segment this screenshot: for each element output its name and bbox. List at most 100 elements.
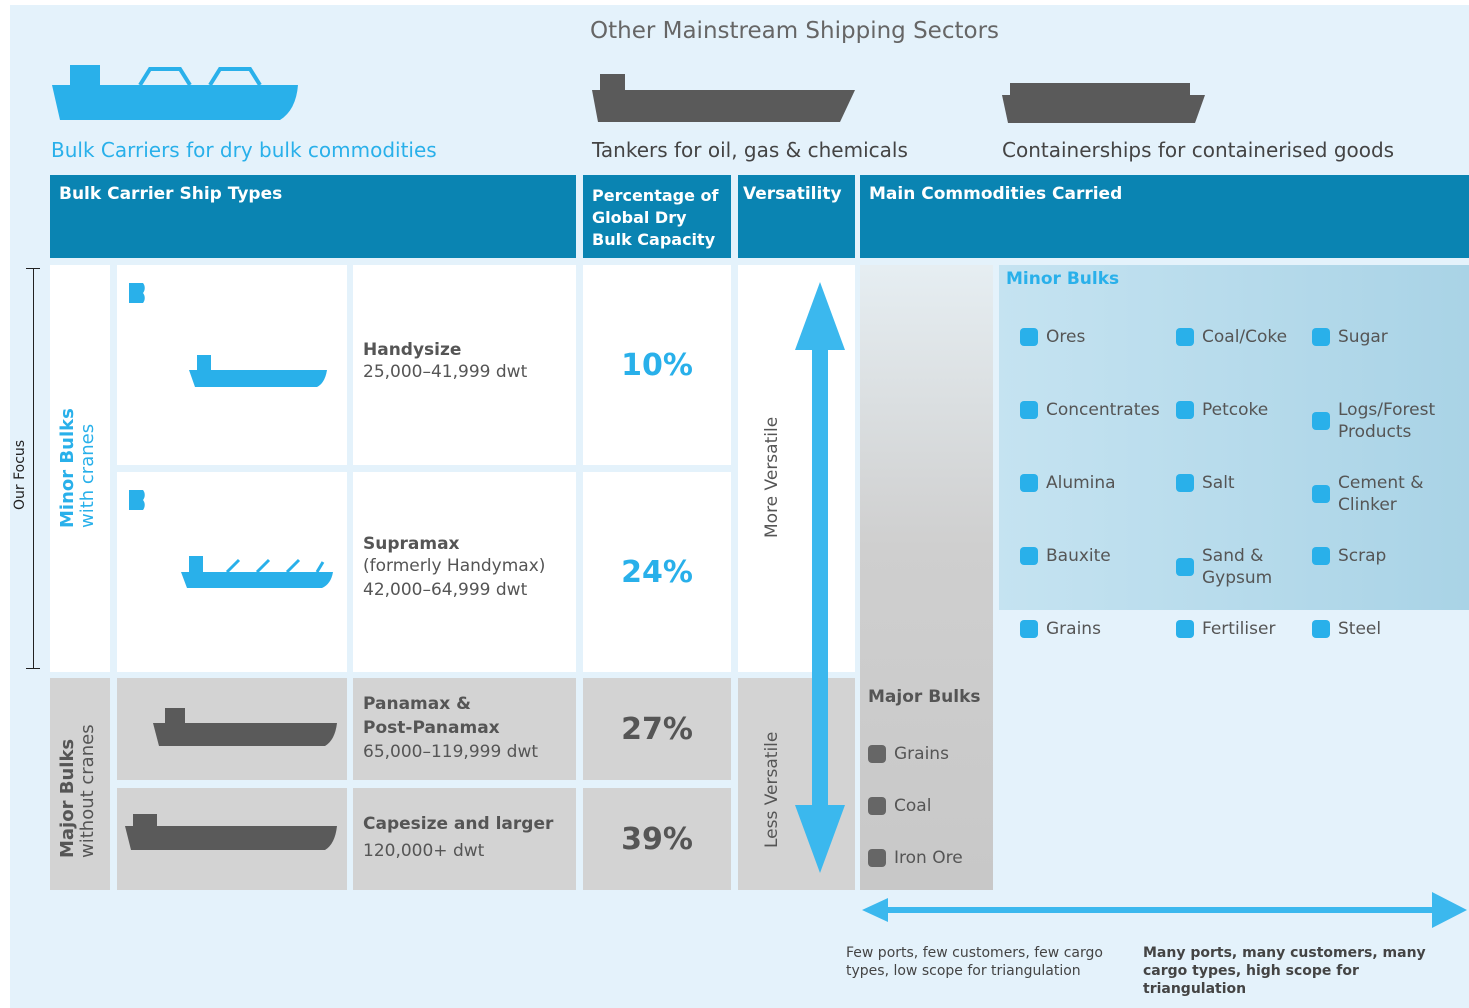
focus-bracket xyxy=(33,268,34,668)
ship-detail: 120,000+ dwt xyxy=(363,839,566,863)
scope-left: Few ports, few customers, few cargo type… xyxy=(846,944,1136,980)
panamax-icon xyxy=(117,678,347,780)
versatility-label: Less Versatile xyxy=(762,732,782,848)
ship-detail: (formerly Handymax) xyxy=(363,554,566,578)
scope-arrow xyxy=(860,890,1469,930)
commodity-label: Ores xyxy=(1046,326,1085,348)
commodity: Petcoke xyxy=(1176,399,1326,421)
commodity-icon xyxy=(868,797,886,815)
group-name: Major Bulks xyxy=(57,739,78,858)
commodity-label: Iron Ore xyxy=(894,847,963,869)
commodity-icon xyxy=(1312,620,1330,638)
focus-bracket xyxy=(26,668,40,669)
commodity-label: Cement & Clinker xyxy=(1338,472,1462,516)
commodity-label: Concentrates xyxy=(1046,399,1160,421)
commodity: Sugar xyxy=(1312,326,1462,348)
commodity: Fertiliser xyxy=(1176,618,1326,640)
commodity-label: Fertiliser xyxy=(1202,618,1275,640)
commodity-icon xyxy=(868,745,886,763)
commodity: Coal/Coke xyxy=(1176,326,1326,348)
group-sub: without cranes xyxy=(77,724,98,858)
commodity-icon xyxy=(1176,474,1194,492)
ship-cell xyxy=(117,788,347,890)
commodity-icon xyxy=(1176,328,1194,346)
infographic: Other Mainstream Shipping Sectors Bulk C… xyxy=(0,0,1469,1008)
capesize-icon xyxy=(117,788,347,890)
title: Other Mainstream Shipping Sectors xyxy=(590,18,999,44)
commodity: Sand & Gypsum xyxy=(1176,545,1326,589)
commodity: Coal xyxy=(868,795,988,817)
ship-detail: 65,000–119,999 dwt xyxy=(363,740,566,764)
minor-title: Minor Bulks xyxy=(1006,269,1119,289)
sector-label: Tankers for oil, gas & chemicals xyxy=(592,138,908,162)
supramax-icon xyxy=(117,472,347,672)
commodity-icon xyxy=(1312,547,1330,565)
commodity: Cement & Clinker xyxy=(1312,472,1462,516)
ship-type: Capesize and larger xyxy=(363,814,566,834)
share: 10% xyxy=(583,265,731,465)
commodity-icon xyxy=(1020,328,1038,346)
ship-cell xyxy=(117,678,347,780)
commodity-label: Grains xyxy=(894,743,949,765)
commodity-label: Petcoke xyxy=(1202,399,1268,421)
ship-type: Panamax & Post-Panamax xyxy=(363,692,523,740)
commodity-icon xyxy=(1020,401,1038,419)
commodity-icon xyxy=(1020,547,1038,565)
commodity-icon xyxy=(1176,401,1194,419)
focus-bracket xyxy=(26,268,40,269)
commodity-icon xyxy=(1176,620,1194,638)
commodity-label: Logs/Forest Products xyxy=(1338,399,1462,443)
commodity: Salt xyxy=(1176,472,1326,494)
commodity: Grains xyxy=(1020,618,1170,640)
ship-cell xyxy=(117,472,347,672)
share: 27% xyxy=(583,678,731,780)
group-name: Minor Bulks xyxy=(57,408,78,528)
versatility-label: More Versatile xyxy=(762,417,782,538)
tanker-icon xyxy=(590,70,860,130)
commodity-icon xyxy=(1312,485,1330,503)
ship-detail: 42,000–64,999 dwt xyxy=(363,578,566,602)
commodity: Logs/Forest Products xyxy=(1312,399,1462,443)
commodity-icon xyxy=(1312,412,1330,430)
commodity-label: Coal xyxy=(894,795,931,817)
handysize-icon xyxy=(117,265,347,465)
commodity-label: Grains xyxy=(1046,618,1101,640)
sector-label: Containerships for containerised goods xyxy=(1002,138,1394,162)
share: 24% xyxy=(583,472,731,672)
focus-label: Our Focus xyxy=(12,440,28,510)
sector-label: Bulk Carriers for dry bulk commodities xyxy=(51,138,437,162)
ship-detail: 25,000–41,999 dwt xyxy=(363,360,566,384)
commodity: Steel xyxy=(1312,618,1462,640)
commodity-icon xyxy=(1176,558,1194,576)
column-header: Bulk Carrier Ship Types xyxy=(50,175,576,258)
commodity: Iron Ore xyxy=(868,847,988,869)
major-title: Major Bulks xyxy=(868,687,981,707)
commodity-label: Alumina xyxy=(1046,472,1116,494)
commodity: Bauxite xyxy=(1020,545,1170,567)
bulk-ship-icon xyxy=(50,55,310,130)
ship-type: Supramax xyxy=(363,534,566,554)
commodity-icon xyxy=(1020,474,1038,492)
commodity-label: Salt xyxy=(1202,472,1235,494)
commodity-label: Scrap xyxy=(1338,545,1386,567)
containership-icon xyxy=(1000,75,1210,130)
share: 39% xyxy=(583,788,731,890)
ship-cell xyxy=(117,265,347,465)
commodity-label: Bauxite xyxy=(1046,545,1111,567)
commodity-icon xyxy=(1312,328,1330,346)
commodity-label: Coal/Coke xyxy=(1202,326,1287,348)
scope-right: Many ports, many customers, many cargo t… xyxy=(1143,944,1469,998)
commodity-label: Steel xyxy=(1338,618,1381,640)
commodity: Alumina xyxy=(1020,472,1170,494)
scope-right-text: Many ports, many customers, many cargo t… xyxy=(1143,944,1443,998)
commodity-label: Sand & Gypsum xyxy=(1202,545,1326,589)
group-sub: with cranes xyxy=(77,424,98,528)
versatility-arrow xyxy=(790,280,850,875)
ship-type: Handysize xyxy=(363,340,566,360)
column-header: Versatility xyxy=(738,175,855,258)
type-cell: Supramax(formerly Handymax)42,000–64,999… xyxy=(353,472,576,672)
commodity-icon xyxy=(1020,620,1038,638)
commodity: Grains xyxy=(868,743,988,765)
